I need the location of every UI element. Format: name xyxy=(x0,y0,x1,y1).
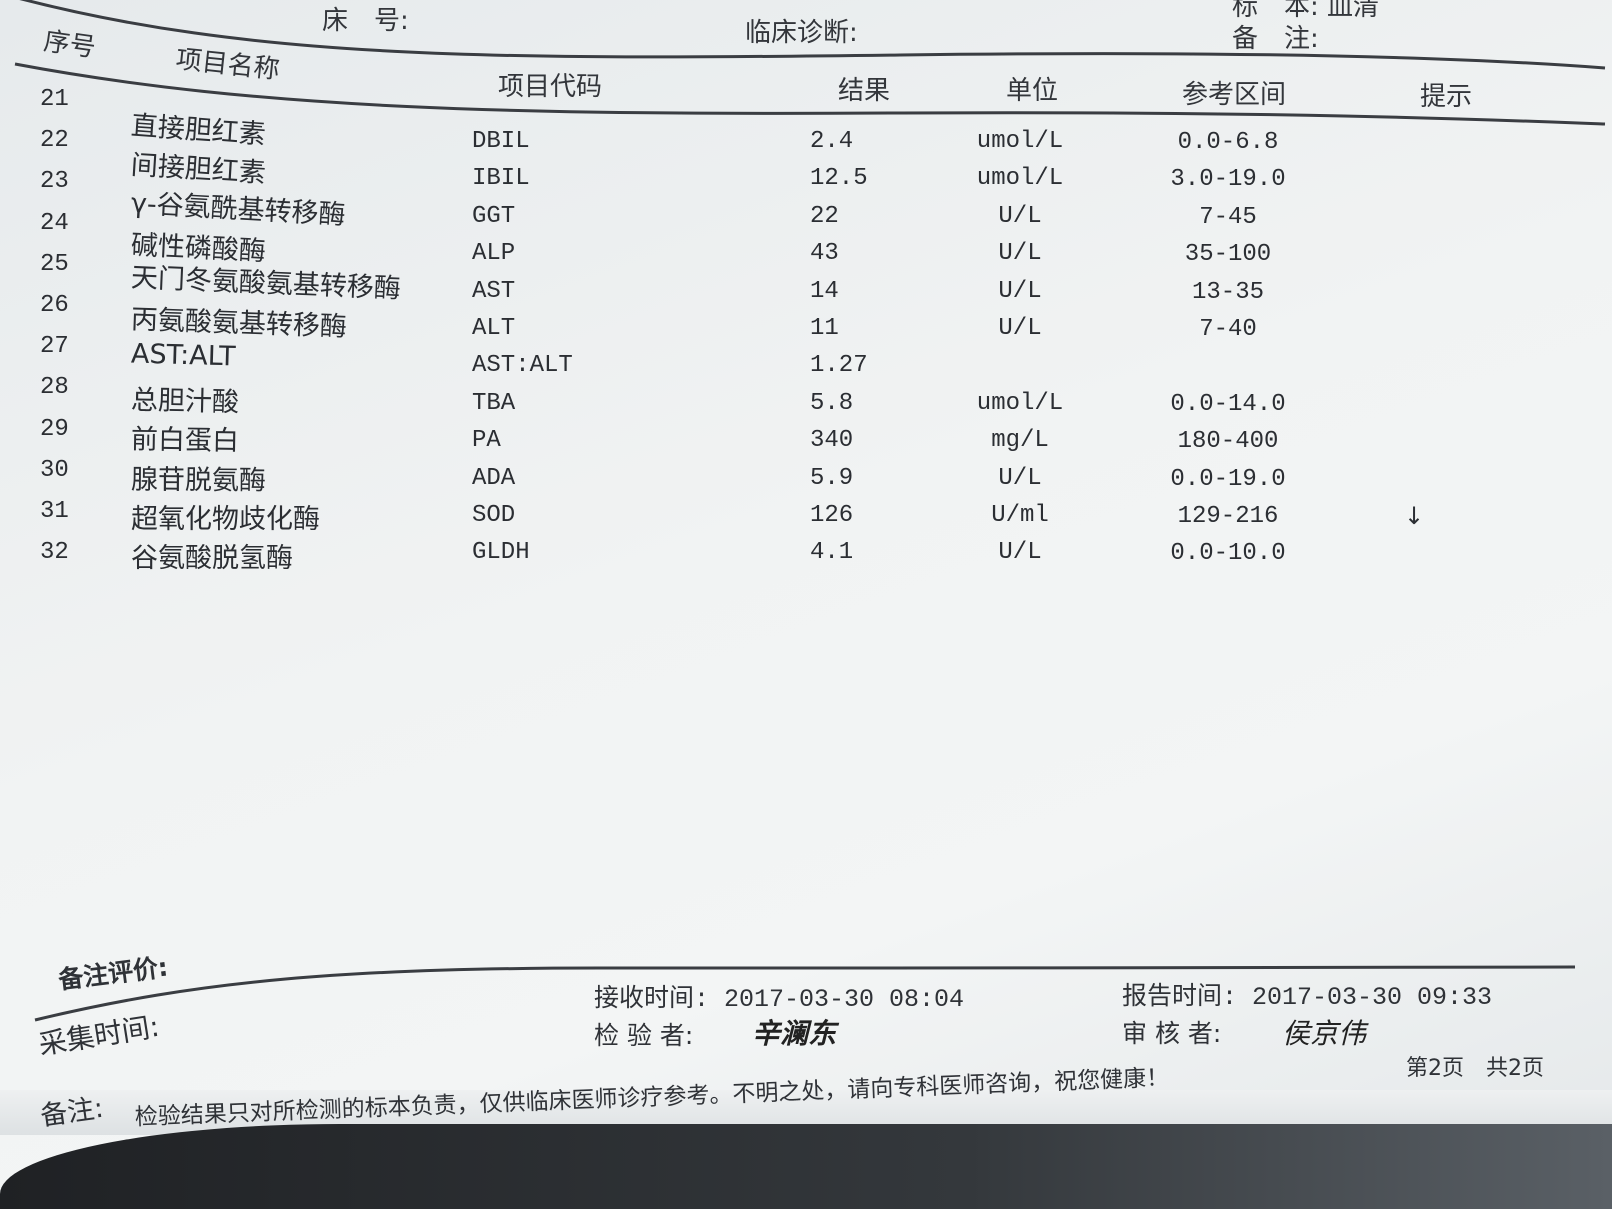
row-result: 5.8 xyxy=(810,389,854,417)
row-reference: 13-35 xyxy=(1191,278,1265,306)
row-seq: 28 xyxy=(40,374,69,402)
row-seq: 25 xyxy=(40,250,69,278)
row-seq: 23 xyxy=(40,168,69,196)
row-unit: umol/L xyxy=(976,128,1064,155)
report-time: 报告时间: 2017-03-30 09:33 xyxy=(1122,983,1493,1012)
remark-field-label: 备 注: xyxy=(1232,24,1319,54)
background-surface xyxy=(0,1124,1612,1209)
col-header-flag: 提示 xyxy=(1420,82,1473,112)
row-reference: 0.0-10.0 xyxy=(1170,540,1286,568)
row-result: 340 xyxy=(810,427,854,455)
row-unit: U/L xyxy=(998,539,1042,567)
row-unit: U/L xyxy=(998,464,1042,492)
tester-label: 检 验 者: xyxy=(594,1021,694,1050)
tester-signature: 辛澜东 xyxy=(752,1017,837,1050)
row-seq: 31 xyxy=(40,498,69,525)
col-header-result: 结果 xyxy=(838,76,891,106)
row-reference: 7-40 xyxy=(1199,316,1257,343)
row-item-code: GLDH xyxy=(472,539,530,567)
row-item-name: 超氧化物歧化酶 xyxy=(131,504,320,535)
row-reference: 0.0-6.8 xyxy=(1177,129,1279,156)
col-header-seq: 序号 xyxy=(41,26,98,64)
header-bottom-rule xyxy=(14,62,1606,126)
row-unit: umol/L xyxy=(976,389,1064,417)
row-reference: 129-216 xyxy=(1177,503,1279,530)
row-item-name: 前白蛋白 xyxy=(130,424,240,458)
row-result: 2.4 xyxy=(810,128,854,155)
row-seq: 30 xyxy=(40,456,69,484)
row-reference: 3.0-19.0 xyxy=(1170,166,1286,194)
row-unit: U/L xyxy=(998,277,1042,305)
row-reference: 7-45 xyxy=(1199,203,1257,231)
row-unit: U/ml xyxy=(991,502,1049,529)
row-seq: 22 xyxy=(40,127,69,155)
row-item-name: 腺苷脱氨酶 xyxy=(130,464,267,497)
row-item-code: DBIL xyxy=(472,128,530,155)
row-result: 22 xyxy=(810,202,839,230)
col-header-reference: 参考区间 xyxy=(1182,80,1287,110)
reviewer-signature: 侯京伟 xyxy=(1282,1017,1367,1050)
specimen-value: 血清 xyxy=(1327,0,1380,22)
row-item-name: 总胆汁酸 xyxy=(130,384,240,419)
row-item-code: GGT xyxy=(472,202,516,230)
row-item-code: IBIL xyxy=(472,165,530,193)
page-info: 第2页 共2页 xyxy=(1406,1056,1544,1081)
row-unit: U/L xyxy=(998,202,1042,230)
specimen-field: 标 本: 血清 xyxy=(1232,0,1379,23)
row-flag: ↓ xyxy=(1404,502,1425,530)
row-seq: 21 xyxy=(40,86,69,113)
header-top-rule xyxy=(19,0,1606,70)
row-result: 4.1 xyxy=(810,539,854,567)
row-seq: 26 xyxy=(40,292,69,319)
receive-time: 接收时间: 2017-03-30 08:04 xyxy=(594,985,965,1014)
reviewer-label: 审 核 者: xyxy=(1122,1019,1222,1048)
col-header-unit: 单位 xyxy=(1006,76,1059,106)
footer-rule xyxy=(34,965,1576,1022)
row-seq: 24 xyxy=(40,209,69,237)
row-result: 1.27 xyxy=(810,352,868,380)
row-result: 43 xyxy=(810,240,839,268)
row-item-code: AST:ALT xyxy=(472,352,573,380)
row-item-name: AST:ALT xyxy=(130,338,236,373)
col-header-code: 项目代码 xyxy=(498,72,603,102)
row-result: 12.5 xyxy=(810,165,868,193)
row-unit: umol/L xyxy=(976,165,1064,193)
row-result: 11 xyxy=(810,315,839,342)
row-item-name: 谷氨酸脱氢酶 xyxy=(131,543,293,575)
row-seq: 29 xyxy=(40,415,69,443)
row-item-code: AST xyxy=(472,277,516,305)
specimen-label: 标 本: xyxy=(1232,0,1319,22)
row-unit: U/L xyxy=(998,240,1042,268)
row-item-code: TBA xyxy=(472,389,516,417)
row-result: 14 xyxy=(810,277,839,305)
row-item-name: 丙氨酸氨基转移酶 xyxy=(130,303,348,343)
row-reference: 35-100 xyxy=(1184,241,1272,269)
row-seq: 32 xyxy=(40,539,69,567)
row-unit: U/L xyxy=(998,315,1042,342)
row-reference: 0.0-19.0 xyxy=(1170,465,1286,493)
row-unit: mg/L xyxy=(991,427,1049,455)
row-item-code: ALP xyxy=(472,240,516,268)
row-item-code: PA xyxy=(472,427,501,455)
row-result: 5.9 xyxy=(810,464,854,492)
row-seq: 27 xyxy=(40,333,69,361)
row-item-code: ALT xyxy=(472,315,516,342)
row-item-code: SOD xyxy=(472,502,516,529)
row-reference: 180-400 xyxy=(1177,428,1279,456)
row-result: 126 xyxy=(810,502,854,529)
row-item-code: ADA xyxy=(472,464,516,492)
diagnosis-label: 临床诊断: xyxy=(745,18,858,48)
row-reference: 0.0-14.0 xyxy=(1170,390,1286,418)
bed-label: 床 号: xyxy=(322,6,409,36)
